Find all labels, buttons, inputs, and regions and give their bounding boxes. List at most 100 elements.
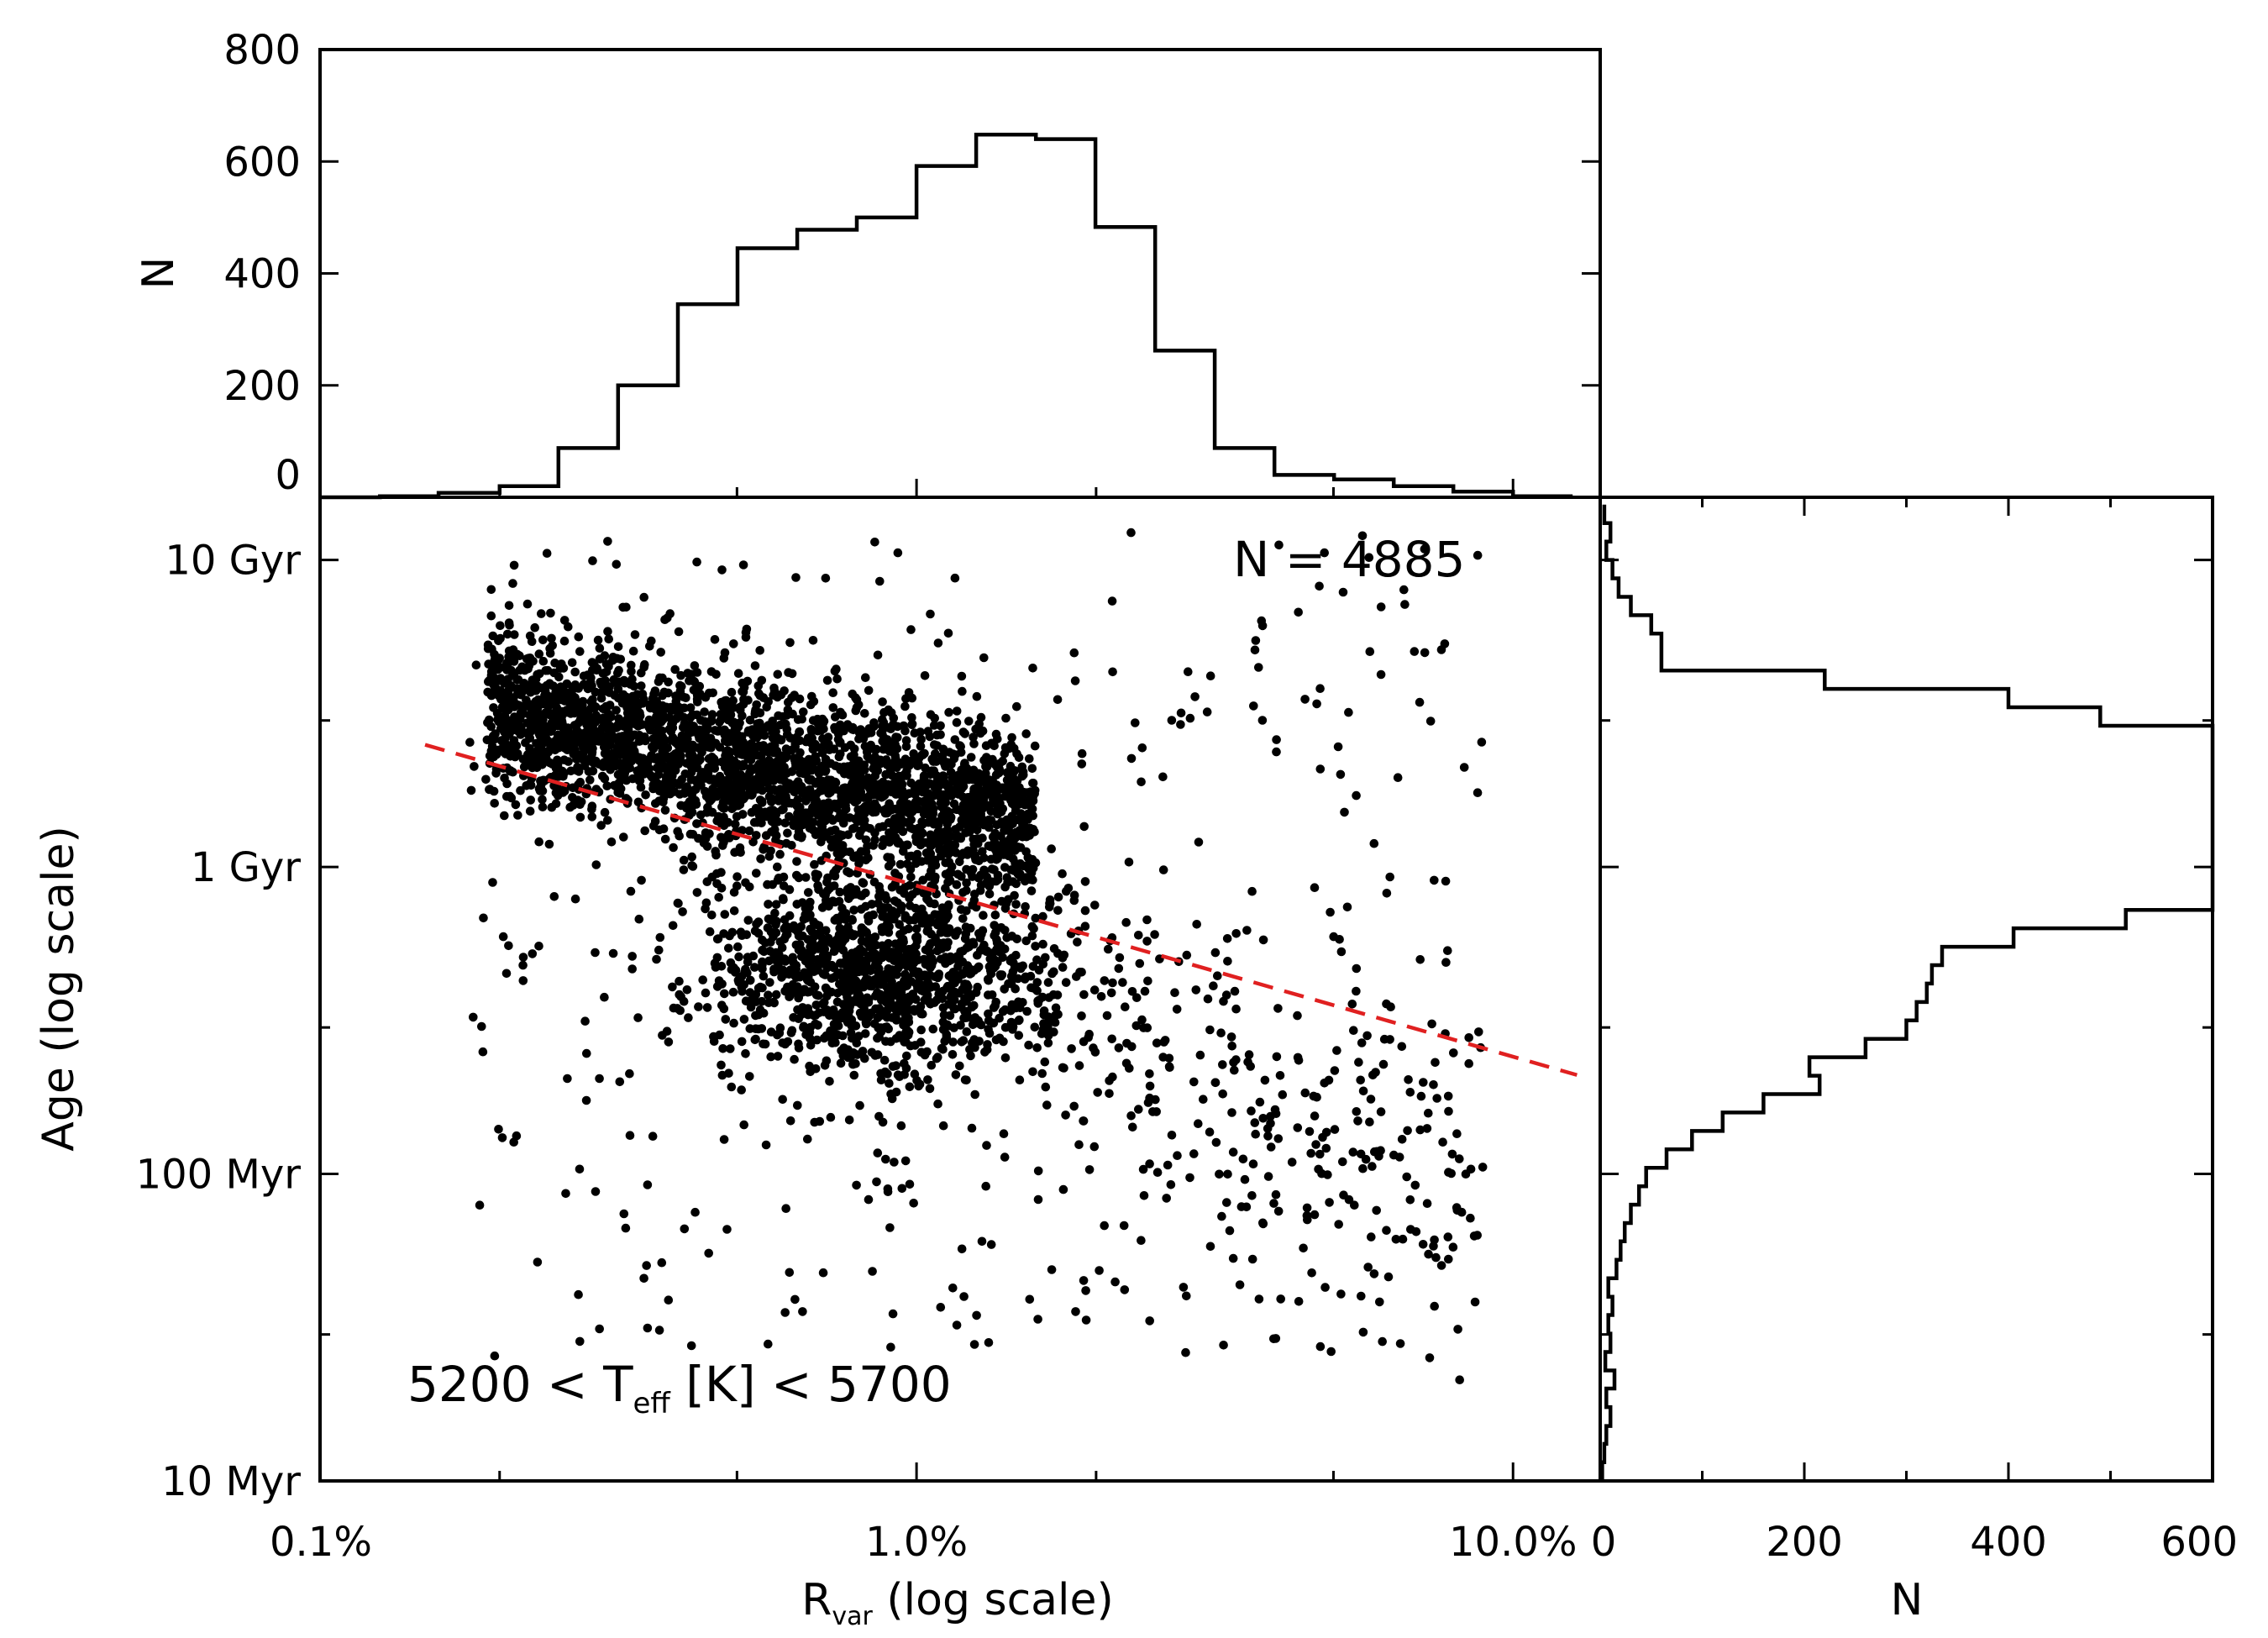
scatter-point <box>950 573 960 583</box>
top-histogram-steps <box>320 133 1573 500</box>
scatter-point <box>686 775 696 785</box>
scatter-point <box>851 977 861 987</box>
scatter-point <box>740 968 749 978</box>
scatter-point <box>958 914 968 923</box>
scatter-point <box>561 707 570 717</box>
scatter-point <box>1126 1111 1136 1121</box>
scatter-point <box>694 1002 703 1011</box>
scatter-point <box>1410 1180 1420 1190</box>
scatter-point <box>952 706 962 716</box>
scatter-point <box>612 559 622 570</box>
scatter-point <box>1372 1205 1381 1215</box>
scatter-point <box>1404 1075 1413 1084</box>
scatter-point <box>562 738 572 748</box>
scatter-point <box>536 776 545 785</box>
scatter-point <box>1223 1169 1232 1179</box>
scatter-point <box>785 638 795 648</box>
scatter-point <box>1248 1159 1258 1168</box>
scatter-point <box>701 791 711 801</box>
scatter-point <box>550 659 559 668</box>
scatter-point <box>1021 936 1031 946</box>
scatter-point <box>752 869 761 878</box>
scatter-point <box>1251 1129 1260 1139</box>
right-histogram-steps <box>1600 504 2215 1481</box>
scatter-point <box>593 635 603 645</box>
scatter-point <box>985 816 995 825</box>
scatter-point <box>881 1037 890 1046</box>
scatter-point <box>911 1041 920 1050</box>
scatter-point <box>483 643 493 654</box>
scatter-point <box>887 977 896 987</box>
scatter-point <box>685 787 695 796</box>
scatter-point <box>721 1015 731 1024</box>
scatter-point <box>1402 1172 1411 1182</box>
scatter-point <box>1334 1220 1343 1229</box>
scatter-point <box>738 560 748 570</box>
scatter-point <box>720 648 730 658</box>
scatter-point <box>785 1268 795 1278</box>
scatter-point <box>626 732 636 742</box>
scatter-point <box>938 1003 948 1012</box>
scatter-point <box>898 847 908 856</box>
scatter-point <box>649 690 659 699</box>
scatter-point <box>1269 1334 1278 1344</box>
scatter-point <box>739 980 748 990</box>
scatter-point <box>1376 602 1386 612</box>
scatter-point <box>756 854 765 864</box>
scatter-point <box>865 754 874 764</box>
scatter-point <box>723 780 733 790</box>
scatter-point <box>501 690 510 700</box>
scatter-point <box>1038 939 1047 949</box>
scatter-point <box>816 959 825 969</box>
scatter-point <box>707 911 717 920</box>
scatter-point <box>906 823 916 832</box>
scatter-point <box>1049 967 1058 977</box>
scatter-point <box>1079 1276 1089 1285</box>
scatter-point <box>791 573 801 582</box>
scatter-point <box>773 862 782 872</box>
scatter-point <box>834 916 843 926</box>
scatter-point <box>516 785 525 795</box>
scatter-point <box>965 969 974 979</box>
scatter-point <box>873 988 882 998</box>
scatter-point <box>950 840 960 849</box>
scatter-point <box>1399 585 1409 595</box>
scatter-point <box>660 834 670 844</box>
scatter-point <box>1250 645 1260 655</box>
scatter-point <box>770 948 780 958</box>
scatter-point <box>874 1032 884 1042</box>
scatter-point <box>779 881 789 890</box>
scatter-point <box>726 958 736 968</box>
scatter-point <box>980 1047 990 1057</box>
scatter-point <box>1185 713 1195 723</box>
scatter-point <box>886 1342 895 1352</box>
scatter-point <box>543 748 554 757</box>
scatter-point <box>905 1179 915 1189</box>
scatter-point <box>807 733 816 743</box>
scatter-point <box>491 769 501 778</box>
scatter-point <box>1370 1147 1379 1157</box>
scatter-point <box>993 958 1002 967</box>
scatter-point <box>614 665 623 675</box>
scatter-point <box>727 965 737 974</box>
scatter-point <box>1447 1149 1457 1159</box>
scatter-point <box>884 705 893 715</box>
scatter-point <box>547 633 556 643</box>
scatter-point <box>874 791 885 801</box>
scatter-point <box>929 721 939 730</box>
scatter-point <box>1329 932 1338 942</box>
scatter-point <box>885 837 895 847</box>
scatter-point <box>891 732 900 742</box>
scatter-point <box>787 841 796 850</box>
scatter-point <box>1376 1107 1386 1116</box>
scatter-point <box>849 955 858 964</box>
scatter-point <box>657 1257 667 1268</box>
scatter-point <box>665 782 675 791</box>
scatter-point <box>878 715 887 724</box>
scatter-point <box>948 1037 958 1047</box>
scatter-point <box>1305 1126 1315 1137</box>
right-x-axis-label: N <box>1891 1575 1924 1625</box>
scatter-point <box>664 755 675 764</box>
scatter-point <box>1244 1050 1254 1059</box>
scatter-point <box>832 804 842 813</box>
